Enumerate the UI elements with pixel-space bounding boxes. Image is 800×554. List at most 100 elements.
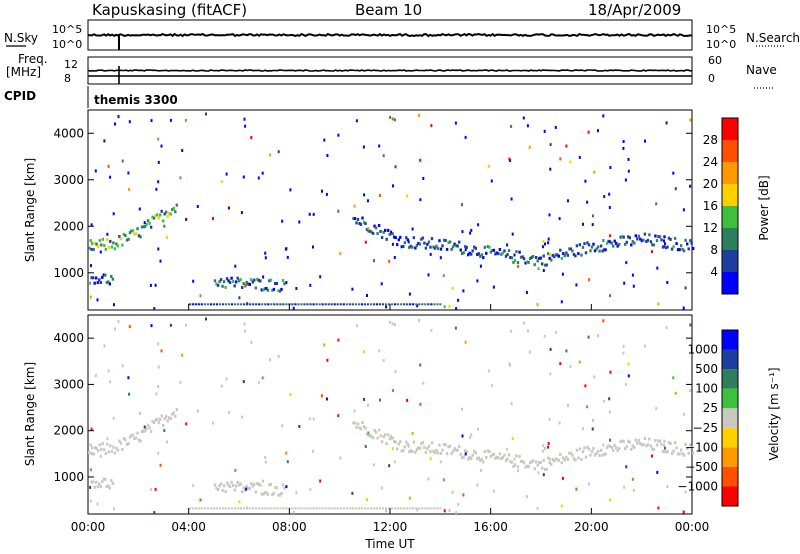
velocity-echo xyxy=(595,451,598,455)
power-echo xyxy=(100,243,103,247)
velocity-echo xyxy=(547,445,550,449)
power-echo xyxy=(365,228,369,232)
power-echo xyxy=(639,237,642,241)
power-echo xyxy=(415,243,419,247)
velocity-echo xyxy=(143,429,147,433)
velocity-echo xyxy=(394,507,397,510)
velocity-echo xyxy=(584,384,587,388)
velocity-echo xyxy=(522,461,526,465)
velocity-echo xyxy=(439,451,443,455)
velocity-echo xyxy=(245,485,248,488)
velocity-echo xyxy=(212,421,214,425)
velocity-echo xyxy=(220,384,223,388)
velocity-echo xyxy=(199,498,202,502)
power-echo xyxy=(623,281,626,285)
power-echo xyxy=(458,240,461,244)
power-echo xyxy=(519,255,523,259)
power-echo xyxy=(194,303,197,306)
power-echo xyxy=(221,303,225,306)
velocity-echo xyxy=(447,445,450,449)
velocity-echo xyxy=(172,411,175,415)
power-echo xyxy=(393,256,396,259)
velocity-colorbar-frame xyxy=(721,329,739,507)
power-echo xyxy=(160,209,163,213)
velocity-echo xyxy=(127,442,130,446)
power-echo xyxy=(179,176,182,180)
power-echo xyxy=(409,244,412,248)
power-echo xyxy=(400,303,403,306)
velocity-echo xyxy=(559,453,562,456)
power-echo xyxy=(246,303,249,306)
velocity-echo xyxy=(593,375,596,379)
power-colorbar-swatch xyxy=(722,184,738,206)
velocity-echo xyxy=(554,457,557,461)
power-echo xyxy=(490,179,493,183)
velocity-echo xyxy=(127,376,130,380)
power-echo xyxy=(234,303,237,306)
power-colorbar-tick-label: 20 xyxy=(703,177,718,191)
velocity-echo xyxy=(361,421,364,424)
power-echo xyxy=(509,256,512,259)
power-echo xyxy=(90,247,93,251)
power-echo xyxy=(326,154,329,157)
velocity-echo xyxy=(442,478,445,482)
velocity-echo xyxy=(414,450,417,454)
velocity-colorbar-tick-label: 25 xyxy=(703,401,718,415)
power-echo xyxy=(128,188,131,191)
power-echo xyxy=(528,257,532,261)
velocity-echo xyxy=(215,507,218,510)
power-echo xyxy=(648,233,651,237)
power-echo xyxy=(263,287,267,291)
power-echo xyxy=(357,303,360,306)
power-echo xyxy=(439,303,442,306)
velocity-echo xyxy=(461,456,464,460)
power-echo xyxy=(575,244,579,248)
power-echo xyxy=(212,303,215,306)
power-echo xyxy=(547,252,550,256)
power-echo xyxy=(258,303,261,306)
velocity-echo xyxy=(462,455,465,459)
power-echo xyxy=(583,242,586,246)
velocity-echo xyxy=(412,440,416,444)
velocity-echo xyxy=(402,449,405,453)
power-echo xyxy=(380,282,383,286)
velocity-echo xyxy=(479,459,482,463)
velocity-echo xyxy=(143,425,146,429)
power-echo xyxy=(418,114,420,117)
velocity-echo xyxy=(221,488,224,492)
velocity-echo xyxy=(273,507,276,510)
power-echo xyxy=(442,274,445,278)
power-echo xyxy=(528,145,531,149)
power-echo xyxy=(627,157,630,161)
velocity-echo xyxy=(230,507,234,510)
power-echo xyxy=(393,235,396,239)
velocity-echo xyxy=(663,449,665,453)
power-echo xyxy=(408,292,411,296)
power-echo xyxy=(143,221,146,225)
power-echo xyxy=(242,175,245,179)
velocity-echo xyxy=(166,419,169,423)
velocity-echo xyxy=(627,362,630,366)
velocity-echo xyxy=(521,459,524,463)
power-echo xyxy=(99,281,102,284)
power-y-tick-label: 1000 xyxy=(53,266,84,280)
velocity-echo xyxy=(215,486,218,490)
velocity-echo xyxy=(385,507,388,510)
power-echo xyxy=(264,251,267,255)
power-echo xyxy=(651,243,654,247)
power-echo xyxy=(111,277,115,281)
power-echo xyxy=(672,171,675,175)
power-echo xyxy=(199,294,202,298)
velocity-echo xyxy=(582,427,584,431)
power-echo xyxy=(608,192,611,196)
power-echo xyxy=(360,303,363,306)
power-echo xyxy=(143,224,147,228)
velocity-echo xyxy=(589,453,592,457)
nsearch-tick-low: 10^0 xyxy=(706,38,736,51)
velocity-echo xyxy=(602,452,606,456)
power-echo xyxy=(418,303,421,306)
velocity-echo xyxy=(441,448,444,452)
power-echo xyxy=(361,216,364,220)
power-echo xyxy=(456,244,459,248)
power-echo xyxy=(415,303,418,306)
